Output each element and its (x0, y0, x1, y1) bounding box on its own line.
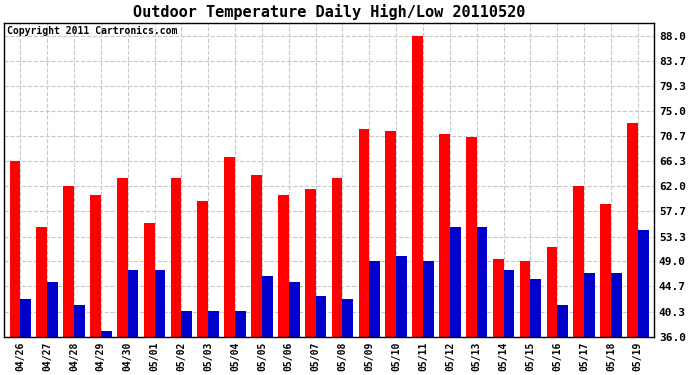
Bar (342, 299, 353, 337)
Bar (359, 129, 369, 337)
Bar (531, 279, 541, 337)
Bar (369, 261, 380, 337)
Title: Outdoor Temperature Daily High/Low 20110520: Outdoor Temperature Daily High/Low 20110… (133, 4, 525, 20)
Bar (37, 227, 47, 337)
Bar (74, 305, 85, 337)
Bar (90, 195, 101, 337)
Bar (144, 223, 155, 337)
Bar (504, 270, 514, 337)
Bar (520, 261, 531, 337)
Bar (208, 310, 219, 337)
Bar (10, 162, 20, 337)
Bar (155, 270, 166, 337)
Bar (450, 227, 461, 337)
Bar (439, 134, 450, 337)
Bar (251, 175, 262, 337)
Bar (305, 189, 315, 337)
Bar (332, 178, 342, 337)
Bar (197, 201, 208, 337)
Bar (315, 296, 326, 337)
Bar (181, 310, 192, 337)
Bar (584, 273, 595, 337)
Bar (396, 256, 407, 337)
Bar (20, 299, 31, 337)
Text: Copyright 2011 Cartronics.com: Copyright 2011 Cartronics.com (8, 26, 178, 36)
Bar (101, 331, 112, 337)
Bar (128, 270, 139, 337)
Bar (289, 282, 299, 337)
Bar (423, 261, 434, 337)
Bar (117, 178, 128, 337)
Bar (63, 186, 74, 337)
Bar (546, 247, 558, 337)
Bar (638, 230, 649, 337)
Bar (170, 178, 181, 337)
Bar (600, 204, 611, 337)
Bar (47, 282, 58, 337)
Bar (224, 158, 235, 337)
Bar (235, 310, 246, 337)
Bar (611, 273, 622, 337)
Bar (262, 276, 273, 337)
Bar (278, 195, 289, 337)
Bar (627, 123, 638, 337)
Bar (466, 137, 477, 337)
Bar (558, 305, 568, 337)
Bar (386, 131, 396, 337)
Bar (493, 258, 504, 337)
Bar (413, 36, 423, 337)
Bar (477, 227, 488, 337)
Bar (573, 186, 584, 337)
